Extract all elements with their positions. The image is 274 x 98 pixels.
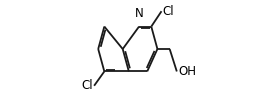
Text: OH: OH: [178, 65, 196, 78]
Text: Cl: Cl: [163, 5, 174, 18]
Text: Cl: Cl: [81, 79, 93, 92]
Text: N: N: [135, 7, 143, 20]
